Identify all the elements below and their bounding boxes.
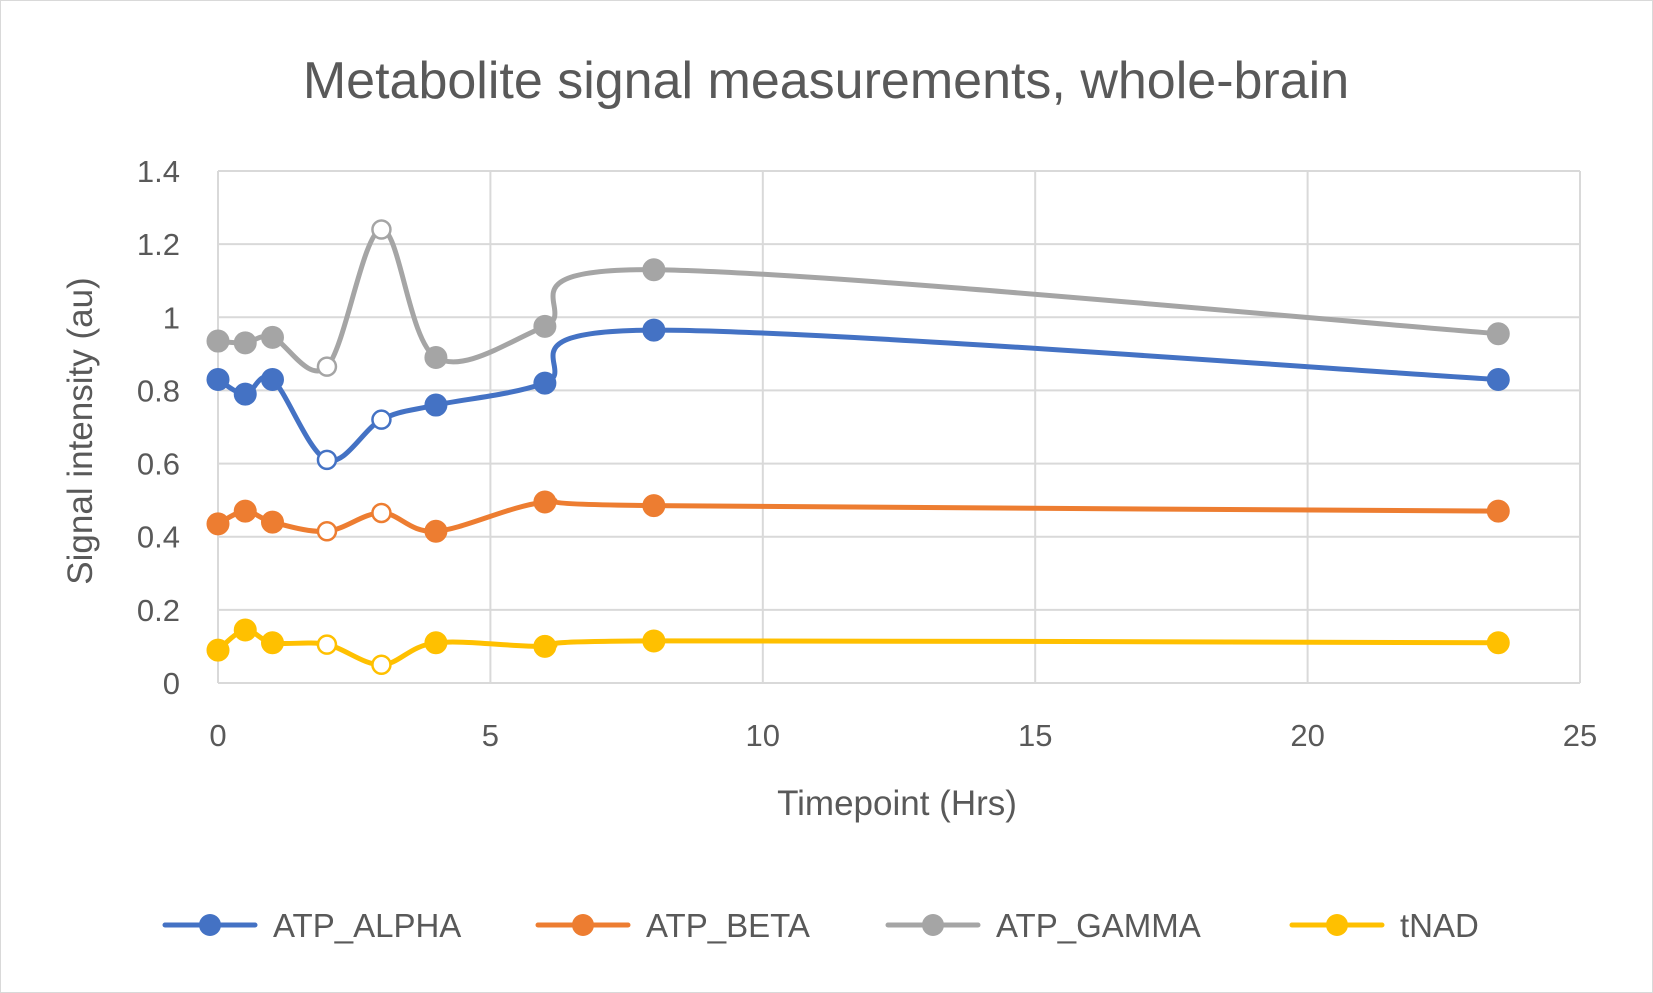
data-point-atp-gamma xyxy=(206,329,230,353)
data-point-atp-gamma xyxy=(260,325,284,349)
legend-label-atp-alpha: ATP_ALPHA xyxy=(273,907,461,944)
y-axis-ticks: 0 0.2 0.4 0.6 0.8 1 1.2 1.4 xyxy=(137,154,180,701)
y-tick-label: 0 xyxy=(163,666,180,701)
y-tick-label: 0.6 xyxy=(137,447,180,482)
data-point-atp-beta xyxy=(206,512,230,536)
data-point-tnad xyxy=(424,631,448,655)
data-point-atp-gamma xyxy=(233,331,257,355)
data-point-tnad xyxy=(316,634,338,655)
x-axis-ticks: 0 5 10 15 20 25 xyxy=(209,718,1597,753)
gridlines xyxy=(217,170,1581,684)
data-point-tnad xyxy=(533,634,557,658)
y-tick-label: 1 xyxy=(163,300,180,335)
data-point-atp-alpha xyxy=(533,371,557,395)
legend-swatch-marker-atp-alpha xyxy=(199,914,221,936)
legend: ATP_ALPHA ATP_BETA ATP_GAMMA tNAD xyxy=(162,907,1479,944)
x-tick-label: 0 xyxy=(209,718,226,753)
data-point-tnad xyxy=(371,654,392,675)
data-point-atp-beta xyxy=(1486,499,1510,523)
legend-swatch-marker-tnad xyxy=(1326,914,1348,936)
x-axis-label: Timepoint (Hrs) xyxy=(777,784,1017,823)
data-point-atp-beta xyxy=(424,519,448,543)
y-tick-label: 0.4 xyxy=(137,520,180,555)
x-tick-label: 25 xyxy=(1563,718,1597,753)
data-point-atp-alpha xyxy=(206,367,230,391)
data-point-atp-alpha xyxy=(371,409,392,430)
data-point-atp-gamma xyxy=(642,258,666,282)
data-point-atp-gamma xyxy=(316,356,338,377)
data-point-atp-beta xyxy=(642,494,666,518)
y-tick-label: 1.2 xyxy=(137,227,180,262)
data-point-atp-alpha xyxy=(233,382,257,406)
series-line-atp-gamma xyxy=(215,227,1501,374)
data-point-atp-alpha xyxy=(316,449,338,471)
x-tick-label: 15 xyxy=(1018,718,1052,753)
data-point-atp-gamma xyxy=(424,346,448,370)
legend-label-atp-beta: ATP_BETA xyxy=(646,907,810,944)
data-point-atp-gamma xyxy=(371,219,392,240)
data-point-atp-beta xyxy=(371,502,392,524)
series-line-atp-alpha xyxy=(215,327,1501,464)
legend-label-tnad: tNAD xyxy=(1400,907,1479,944)
data-point-tnad xyxy=(1486,631,1510,655)
data-point-atp-beta xyxy=(233,499,257,523)
data-point-tnad xyxy=(233,618,257,642)
data-point-tnad xyxy=(206,638,230,662)
legend-swatch-marker-atp-beta xyxy=(572,914,594,936)
y-tick-label: 1.4 xyxy=(137,154,180,189)
data-point-atp-alpha xyxy=(260,367,284,391)
data-point-atp-gamma xyxy=(1486,322,1510,346)
x-tick-label: 10 xyxy=(746,718,780,753)
series-line-atp-beta xyxy=(215,498,1501,534)
y-tick-label: 0.8 xyxy=(137,373,180,408)
legend-label-atp-gamma: ATP_GAMMA xyxy=(996,907,1201,944)
data-point-atp-alpha xyxy=(424,393,448,417)
y-tick-label: 0.2 xyxy=(137,593,180,628)
y-axis-label: Signal intensity (au) xyxy=(61,277,100,584)
data-point-atp-beta xyxy=(260,510,284,534)
data-point-atp-beta xyxy=(316,520,338,542)
data-point-atp-beta xyxy=(533,490,557,514)
x-tick-label: 20 xyxy=(1290,718,1324,753)
series-line-tnad xyxy=(215,627,1501,668)
data-point-tnad xyxy=(642,629,666,653)
series-markers xyxy=(206,219,1510,675)
legend-swatch-marker-atp-gamma xyxy=(922,914,944,936)
data-point-atp-alpha xyxy=(642,318,666,342)
data-point-tnad xyxy=(260,631,284,655)
chart-title: Metabolite signal measurements, whole-br… xyxy=(303,52,1349,110)
data-point-atp-gamma xyxy=(533,314,557,338)
x-tick-label: 5 xyxy=(482,718,499,753)
series-lines xyxy=(215,227,1501,668)
data-point-atp-alpha xyxy=(1486,367,1510,391)
